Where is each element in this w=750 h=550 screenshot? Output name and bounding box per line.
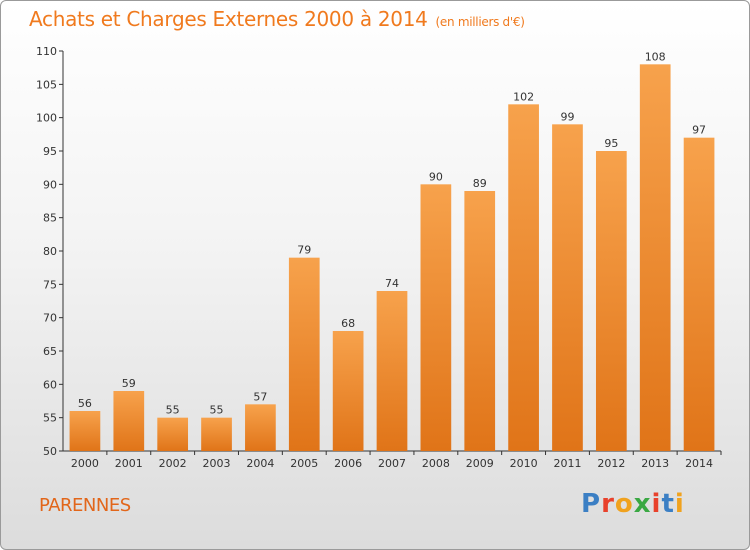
y-tick-label: 85 bbox=[43, 212, 57, 225]
y-tick-label: 50 bbox=[43, 445, 57, 458]
y-tick-label: 110 bbox=[36, 45, 57, 58]
data-label-2004: 57 bbox=[253, 390, 267, 403]
y-tick-label: 80 bbox=[43, 245, 57, 258]
x-tick-label: 2010 bbox=[510, 457, 538, 470]
chart-bars bbox=[69, 64, 715, 452]
brand-letter: o bbox=[614, 489, 634, 519]
y-tick-label: 105 bbox=[36, 78, 57, 91]
brand-letter: i bbox=[651, 489, 662, 519]
x-tick-label: 2004 bbox=[246, 457, 274, 470]
data-label-2012: 95 bbox=[604, 137, 618, 150]
brand-letter: x bbox=[633, 489, 652, 519]
bar-2009 bbox=[464, 191, 496, 451]
x-tick-label: 2009 bbox=[466, 457, 494, 470]
y-tick-label: 95 bbox=[43, 145, 57, 158]
data-label-2000: 56 bbox=[78, 397, 92, 410]
y-tick-label: 100 bbox=[36, 112, 57, 125]
chart-axes: 50 55 60 65 70 75 80 85 90 95 100 105 110 2000 2001 200… bbox=[36, 45, 722, 470]
y-tick-label: 60 bbox=[43, 378, 57, 391]
bar-2005 bbox=[288, 257, 320, 451]
x-tick-label: 2005 bbox=[290, 457, 318, 470]
data-label-2008: 90 bbox=[429, 170, 443, 183]
bar-2011 bbox=[552, 124, 583, 451]
bar-2001 bbox=[113, 391, 145, 451]
data-label-2013: 108 bbox=[645, 50, 666, 63]
bar-2010 bbox=[508, 104, 539, 451]
chart-title-text: Achats et Charges Externes 2000 à 2014 bbox=[29, 7, 428, 31]
data-label-2005: 79 bbox=[297, 244, 311, 257]
y-tick-label: 70 bbox=[43, 312, 57, 325]
chart-data-labels: 56 59 55 55 57 79 68 74 90 89 102 99 95 108 97 bbox=[78, 50, 706, 416]
y-tick-label: 90 bbox=[43, 178, 57, 191]
brand-letter: r bbox=[601, 489, 615, 519]
bar-2014 bbox=[683, 137, 715, 451]
commune-name: PARENNES bbox=[39, 495, 131, 516]
x-tick-label: 2012 bbox=[597, 457, 625, 470]
y-tick-label: 65 bbox=[43, 345, 57, 358]
data-label-2002: 55 bbox=[166, 404, 180, 417]
bar-2003 bbox=[201, 417, 232, 451]
data-label-2009: 89 bbox=[473, 177, 487, 190]
bar-2008 bbox=[420, 184, 452, 452]
x-tick-label: 2001 bbox=[115, 457, 143, 470]
x-tick-label: 2011 bbox=[553, 457, 581, 470]
data-label-2003: 55 bbox=[210, 404, 224, 417]
proxiti-logo[interactable]: Proxiti bbox=[581, 489, 685, 519]
data-label-2014: 97 bbox=[692, 124, 706, 137]
x-tick-label: 2013 bbox=[641, 457, 669, 470]
data-label-2001: 59 bbox=[122, 377, 136, 390]
x-tick-label: 2003 bbox=[203, 457, 231, 470]
bar-2013 bbox=[639, 64, 671, 452]
chart-subtitle: (en milliers d'€) bbox=[435, 15, 525, 29]
x-tick-label: 2007 bbox=[378, 457, 406, 470]
bar-2006 bbox=[332, 331, 364, 451]
data-label-2007: 74 bbox=[385, 277, 399, 290]
x-tick-label: 2014 bbox=[685, 457, 713, 470]
data-label-2011: 99 bbox=[560, 110, 574, 123]
bar-2002 bbox=[157, 417, 189, 451]
brand-letter: t bbox=[661, 489, 675, 519]
brand-letter: P bbox=[581, 489, 602, 519]
bar-2007 bbox=[376, 291, 408, 451]
y-tick-label: 55 bbox=[43, 412, 57, 425]
brand-letter: i bbox=[674, 489, 685, 519]
x-tick-label: 2002 bbox=[159, 457, 187, 470]
x-tick-label: 2008 bbox=[422, 457, 450, 470]
x-tick-label: 2000 bbox=[71, 457, 99, 470]
x-tick-label: 2006 bbox=[334, 457, 362, 470]
data-label-2010: 102 bbox=[513, 90, 534, 103]
y-tick-label: 75 bbox=[43, 278, 57, 291]
bar-2004 bbox=[245, 404, 276, 451]
data-label-2006: 68 bbox=[341, 317, 355, 330]
bar-2012 bbox=[595, 151, 627, 451]
bar-2000 bbox=[69, 411, 101, 451]
chart-title: Achats et Charges Externes 2000 à 2014 (e… bbox=[29, 7, 525, 31]
